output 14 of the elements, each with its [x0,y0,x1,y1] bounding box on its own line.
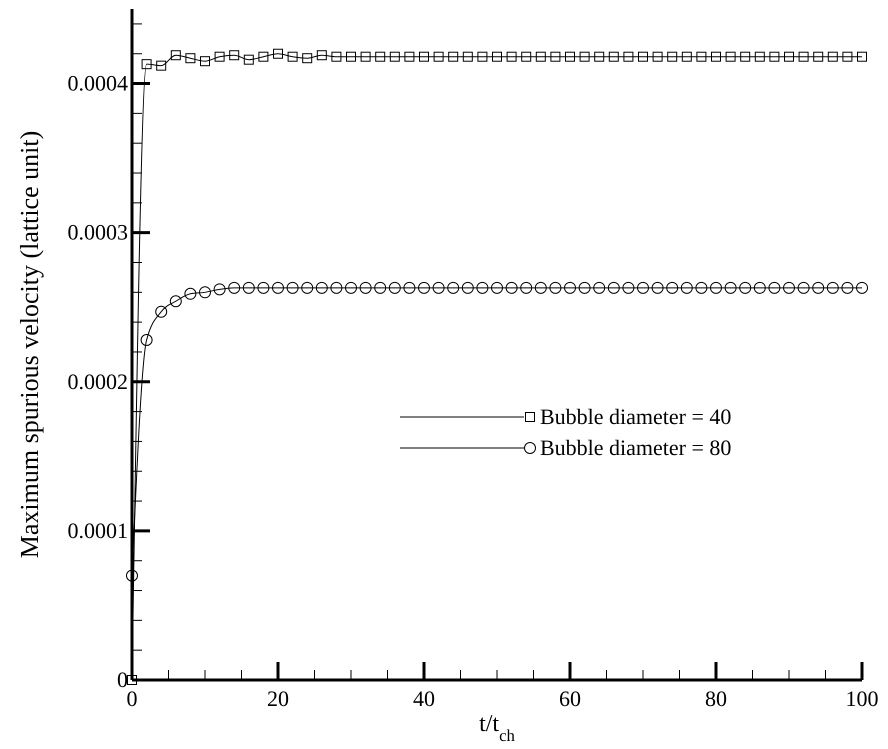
y-tick-label: 0.0003 [68,220,128,245]
x-tick-label: 60 [559,686,581,711]
y-tick-label: 0.0001 [68,518,128,543]
x-tick-label: 80 [705,686,727,711]
y-tick-label: 0 [117,667,128,692]
x-tick-label: 100 [846,686,878,711]
x-tick-label: 40 [413,686,435,711]
x-axis-title: t/t$_{ch}$ [479,711,516,744]
x-tick-label: 20 [267,686,289,711]
legend-label: Bubble diameter = 40 [540,404,732,429]
y-axis-title: Maximum spurious velocity (lattice unit) [15,130,44,558]
y-tick-label: 0.0004 [68,70,128,96]
y-tick-label: 0.0002 [68,368,128,394]
legend-label: Bubble diameter = 80 [540,435,732,460]
